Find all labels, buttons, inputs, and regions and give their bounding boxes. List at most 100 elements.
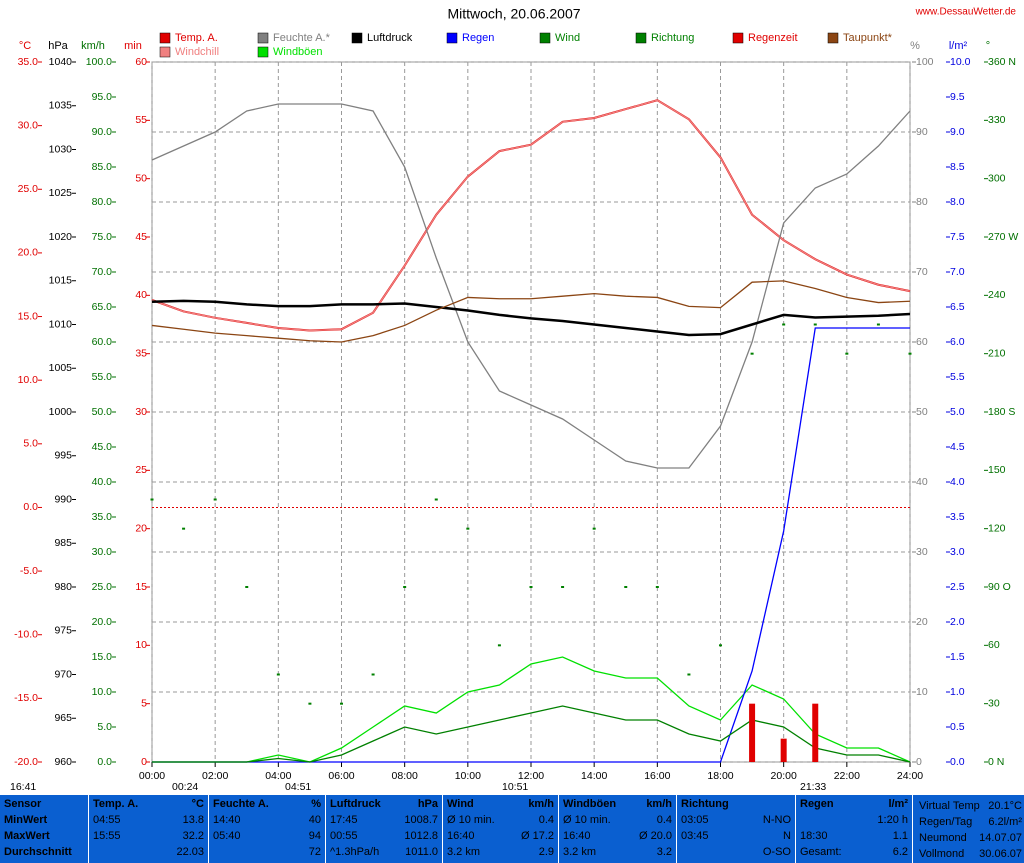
cell-value: 0.4 (656, 814, 672, 826)
row-label: Sensor (4, 798, 42, 810)
cell-value: N (783, 830, 791, 842)
cell-label: Ø 10 min. (447, 814, 495, 826)
y-tick-label: 0 (916, 756, 922, 768)
y-tick-label: 40 (135, 289, 147, 301)
extra-info: Virtual Temp 20.1°C Regen/Tag 6.2l/m² Neumon… (912, 795, 1024, 863)
table-cell: 03:45 N (681, 829, 791, 844)
sun-moon-time: 00:24 (172, 781, 198, 793)
rain-time-bar (749, 703, 756, 762)
y-tick-label: 60 (135, 56, 147, 68)
direction-dot (876, 323, 880, 326)
y-tick-label: 55.0 (92, 371, 113, 383)
y-tick-label: 60.0 (92, 336, 113, 348)
table-cell: O-SO (681, 845, 791, 860)
y-tick-label: 10.0 (18, 374, 39, 386)
y-tick-label: 8.5 (950, 161, 965, 173)
chart-title: Mittwoch, 20.06.2007 (447, 6, 580, 22)
y-tick-label: 1035 (49, 100, 73, 112)
column-unit: km/h (646, 798, 672, 810)
column-header: Wind km/h (447, 797, 554, 812)
direction-dot (624, 586, 628, 588)
x-tick-label: 16:00 (644, 770, 670, 782)
extra-value: 6.2l/m² (988, 816, 1022, 828)
extra-value: 14.07.07 (979, 832, 1022, 844)
y-tick-label: 40.0 (92, 476, 113, 488)
sun-moon-time: 16:41 (10, 781, 36, 793)
legend-swatch (732, 32, 744, 44)
row-label: Durchschnitt (4, 846, 72, 858)
legend-label: Richtung (651, 32, 694, 44)
legend-label: Windchill (175, 46, 219, 58)
y-tick-label: 10.0 (950, 56, 971, 68)
y-tick-label: 80.0 (92, 196, 113, 208)
direction-dot (845, 352, 849, 355)
legend-swatch (351, 32, 363, 44)
series-line (152, 656, 911, 763)
y-tick-label: 60 (916, 336, 928, 348)
axis-unit: l/m² (949, 40, 968, 52)
cell-label: Ø 10 min. (563, 814, 611, 826)
rain-time-bar (780, 738, 787, 762)
series-line (151, 299, 911, 337)
series-line (151, 99, 911, 332)
y-tick-label: -10.0 (14, 629, 38, 641)
table-cell: 16:40 Ø 17.2 (447, 829, 554, 844)
y-tick-label: 1015 (49, 275, 73, 287)
axis-unit: hPa (48, 40, 68, 52)
cell-value: 32.2 (182, 830, 204, 842)
column-name: Wind (447, 798, 474, 810)
axis-unit: °C (19, 40, 31, 52)
y-tick-label: 6.0 (950, 336, 965, 348)
axis-unit: km/h (81, 40, 105, 52)
y-tick-label: 180 S (988, 406, 1015, 418)
cell-value: 2.9 (538, 846, 554, 858)
table-cell: 14:40 40 (213, 813, 321, 828)
y-tick-label: 1005 (49, 362, 73, 374)
extra-row: Virtual Temp 20.1°C (919, 799, 1022, 814)
column-name: Regen (800, 798, 834, 810)
y-tick-label: 360 N (988, 56, 1016, 68)
x-tick-label: 22:00 (834, 770, 860, 782)
column-unit: km/h (528, 798, 554, 810)
site-link: www.DessauWetter.de (915, 7, 1017, 18)
y-tick-label: 960 (54, 756, 72, 768)
y-tick-label: 65.0 (92, 301, 113, 313)
y-tick-label: 25 (135, 464, 147, 476)
series-line (152, 327, 910, 763)
y-tick-label: 30.0 (92, 546, 113, 558)
y-tick-label: 15.0 (92, 651, 113, 663)
table-column: Luftdruck hPa 17:45 1008.7 00:55 1012.8 ^1.3hP… (325, 795, 442, 863)
table-cell: Ø 10 min. 0.4 (447, 813, 554, 828)
y-tick-label: 90 O (988, 581, 1011, 593)
x-tick-label: 24:00 (897, 770, 923, 782)
direction-dot (434, 498, 438, 501)
direction-dot (813, 323, 817, 326)
y-tick-label: 20 (135, 522, 147, 534)
extra-row: Vollmond 30.06.07 (919, 847, 1022, 862)
table-cell: Gesamt: 6.2 (800, 845, 908, 860)
y-tick-label: 990 (54, 493, 72, 505)
series-line (151, 103, 911, 469)
y-tick-label: 50 (135, 172, 147, 184)
cell-value: 1:20 h (877, 814, 908, 826)
y-tick-label: 100 (916, 56, 934, 68)
column-header: Temp. A. °C (93, 797, 204, 812)
y-tick-label: 45 (135, 231, 147, 243)
cell-label: 16:40 (563, 830, 591, 842)
table-column: Feuchte A.% 14:40 40 05:40 94 72 (208, 795, 325, 863)
direction-dot (213, 498, 217, 501)
direction-dot (466, 527, 470, 530)
y-tick-label: 20 (916, 616, 928, 628)
sun-moon-time: 04:51 (285, 781, 311, 793)
direction-dot (340, 702, 343, 705)
row-label: MinWert (4, 814, 48, 826)
cell-value: 3.2 (656, 846, 672, 858)
extra-label: Virtual Temp (919, 800, 980, 812)
x-tick-label: 00:00 (139, 770, 165, 782)
legend-label: Windböen (273, 46, 323, 58)
legend-label: Feuchte A.* (273, 32, 331, 44)
cell-value: 0.4 (538, 814, 554, 826)
legend-swatch (257, 46, 269, 58)
table-column: Regen l/m² 1:20 h 18:30 1.1 Gesamt: 6.2 (795, 795, 912, 863)
direction-dot (687, 673, 691, 676)
